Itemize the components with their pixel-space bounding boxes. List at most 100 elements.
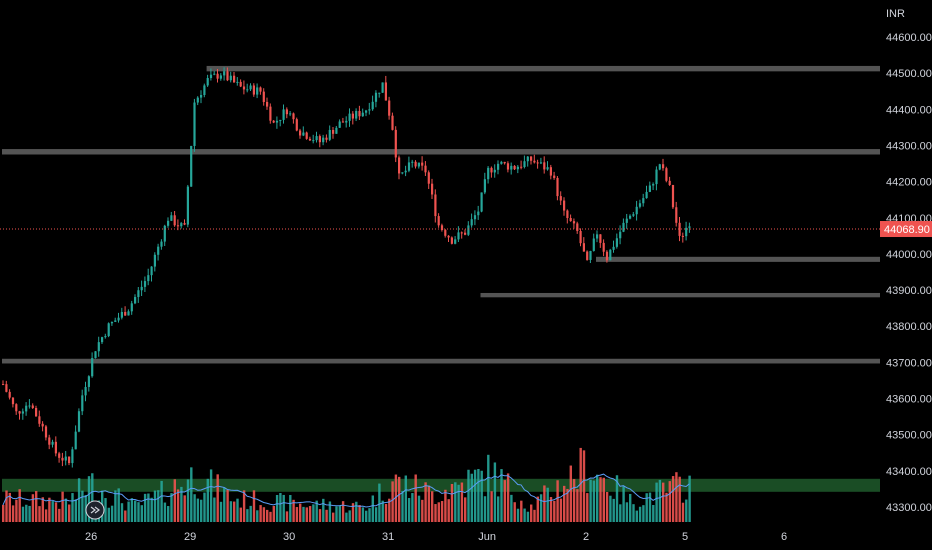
candle-body[interactable] [18,411,21,414]
candle-body[interactable] [213,73,216,75]
candle-body[interactable] [427,172,430,184]
candle-body[interactable] [2,384,5,386]
candle-body[interactable] [160,241,163,247]
candle-body[interactable] [345,120,348,123]
candle-body[interactable] [262,91,265,102]
candle-body[interactable] [150,266,153,276]
candle-body[interactable] [407,162,411,171]
candle-body[interactable] [332,129,335,134]
candle-body[interactable] [388,100,391,116]
candle-body[interactable] [500,161,503,164]
candle-body[interactable] [58,453,61,458]
candle-body[interactable] [104,336,107,338]
candle-body[interactable] [48,437,51,445]
candle-body[interactable] [559,196,562,201]
candle-body[interactable] [632,214,635,216]
candle-body[interactable] [662,164,665,169]
candle-body[interactable] [477,211,480,216]
candle-body[interactable] [602,242,605,252]
candle-body[interactable] [110,321,114,324]
candle-body[interactable] [246,89,249,91]
candle-body[interactable] [223,71,226,76]
candle-body[interactable] [569,217,572,222]
candle-body[interactable] [536,162,539,164]
candle-body[interactable] [450,237,453,244]
candle-body[interactable] [473,215,477,220]
candle-body[interactable] [582,243,585,252]
candle-body[interactable] [292,113,295,120]
candle-body[interactable] [665,168,668,181]
candle-body[interactable] [153,254,156,267]
candle-body[interactable] [117,317,120,321]
candle-body[interactable] [206,78,209,86]
candle-body[interactable] [68,456,71,464]
candle-body[interactable] [107,323,110,337]
candle-body[interactable] [249,85,252,90]
candle-body[interactable] [685,227,688,237]
candle-body[interactable] [239,81,242,87]
candle-body[interactable] [101,337,104,343]
candle-body[interactable] [266,101,269,107]
candle-body[interactable] [572,221,576,224]
candle-body[interactable] [242,86,246,90]
candle-body[interactable] [61,457,64,461]
candle-body[interactable] [681,235,684,237]
candle-body[interactable] [444,230,447,236]
candle-body[interactable] [163,225,166,242]
candle-body[interactable] [609,249,612,261]
candle-body[interactable] [655,169,658,185]
candle-body[interactable] [355,111,358,119]
candle-body[interactable] [480,192,483,212]
candle-body[interactable] [229,75,232,81]
candle-body[interactable] [437,216,440,226]
candle-body[interactable] [539,162,543,164]
candle-body[interactable] [391,115,394,130]
candle-body[interactable] [615,238,618,247]
candle-body[interactable] [157,246,160,255]
candle-body[interactable] [209,74,213,79]
candle-body[interactable] [490,167,493,173]
candle-body[interactable] [470,219,473,226]
candle-body[interactable] [374,92,378,102]
candle-body[interactable] [134,297,137,304]
candle-body[interactable] [625,218,628,223]
candle-body[interactable] [38,416,41,424]
candle-body[interactable] [467,225,470,235]
candle-body[interactable] [170,215,173,221]
candle-body[interactable] [688,226,691,228]
candle-body[interactable] [196,97,199,103]
candle-body[interactable] [638,203,642,207]
candle-body[interactable] [335,127,338,134]
candle-body[interactable] [81,395,84,412]
candle-body[interactable] [193,102,196,146]
candle-body[interactable] [31,405,34,409]
candle-body[interactable] [493,169,496,173]
candle-body[interactable] [84,386,87,396]
candle-body[interactable] [256,87,259,95]
candle-body[interactable] [549,167,552,176]
candle-body[interactable] [642,198,645,204]
candle-body[interactable] [510,165,513,170]
candle-body[interactable] [64,456,67,461]
candle-body[interactable] [460,232,463,234]
candle-body[interactable] [440,225,444,231]
candle-body[interactable] [233,75,236,83]
candle-body[interactable] [401,172,404,174]
candle-body[interactable] [417,162,420,167]
candle-body[interactable] [272,120,275,123]
candle-body[interactable] [447,235,450,238]
candle-body[interactable] [506,163,510,170]
candle-body[interactable] [619,231,622,239]
time-axis[interactable]: 26 29 30 31 Jun 2 5 6 [85,531,787,543]
candle-body[interactable] [21,411,24,414]
candle-body[interactable] [114,320,117,322]
candle-body[interactable] [269,106,272,121]
candle-body[interactable] [424,165,427,173]
candle-body[interactable] [186,186,189,225]
candle-body[interactable] [351,113,354,119]
candle-body[interactable] [5,384,8,392]
candle-body[interactable] [414,161,417,167]
candle-body[interactable] [15,404,18,412]
candle-body[interactable] [124,311,127,316]
candle-body[interactable] [566,210,569,218]
